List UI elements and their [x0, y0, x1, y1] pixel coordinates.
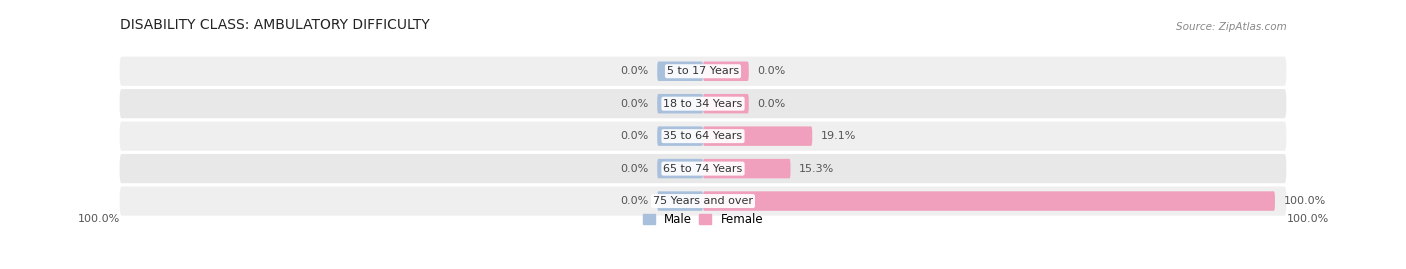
Text: 0.0%: 0.0% — [620, 99, 648, 109]
Text: 0.0%: 0.0% — [758, 99, 786, 109]
FancyBboxPatch shape — [120, 56, 1286, 86]
Text: 0.0%: 0.0% — [620, 164, 648, 174]
Text: 15.3%: 15.3% — [799, 164, 834, 174]
FancyBboxPatch shape — [703, 191, 1275, 211]
Text: 65 to 74 Years: 65 to 74 Years — [664, 164, 742, 174]
FancyBboxPatch shape — [703, 62, 749, 81]
Text: 0.0%: 0.0% — [620, 131, 648, 141]
FancyBboxPatch shape — [703, 159, 790, 178]
Text: 75 Years and over: 75 Years and over — [652, 196, 754, 206]
Text: 0.0%: 0.0% — [620, 196, 648, 206]
Text: 35 to 64 Years: 35 to 64 Years — [664, 131, 742, 141]
Text: 100.0%: 100.0% — [77, 214, 120, 224]
Text: 0.0%: 0.0% — [758, 66, 786, 76]
FancyBboxPatch shape — [657, 94, 703, 114]
FancyBboxPatch shape — [657, 62, 703, 81]
FancyBboxPatch shape — [703, 94, 749, 114]
FancyBboxPatch shape — [120, 154, 1286, 183]
Text: 5 to 17 Years: 5 to 17 Years — [666, 66, 740, 76]
FancyBboxPatch shape — [120, 89, 1286, 118]
Text: 100.0%: 100.0% — [1286, 214, 1329, 224]
Text: Source: ZipAtlas.com: Source: ZipAtlas.com — [1175, 22, 1286, 32]
Legend: Male, Female: Male, Female — [638, 208, 768, 231]
FancyBboxPatch shape — [120, 186, 1286, 216]
Text: 100.0%: 100.0% — [1284, 196, 1326, 206]
FancyBboxPatch shape — [657, 159, 703, 178]
FancyBboxPatch shape — [657, 126, 703, 146]
Text: DISABILITY CLASS: AMBULATORY DIFFICULTY: DISABILITY CLASS: AMBULATORY DIFFICULTY — [120, 18, 429, 32]
Text: 0.0%: 0.0% — [620, 66, 648, 76]
Text: 19.1%: 19.1% — [821, 131, 856, 141]
FancyBboxPatch shape — [657, 191, 703, 211]
FancyBboxPatch shape — [120, 122, 1286, 151]
Text: 18 to 34 Years: 18 to 34 Years — [664, 99, 742, 109]
FancyBboxPatch shape — [703, 126, 813, 146]
